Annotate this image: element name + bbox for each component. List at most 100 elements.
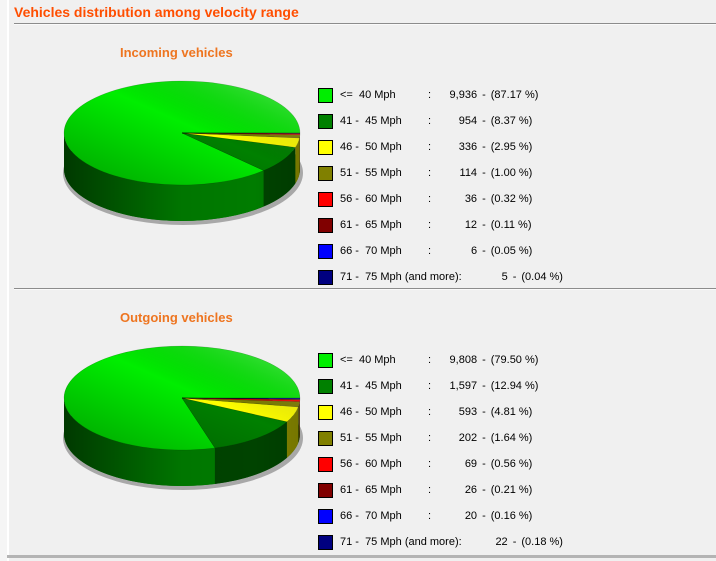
legend-item: 46 - 50 Mph : 593 - (4.81 %) (318, 399, 708, 425)
legend-separator-colon: : (428, 458, 432, 470)
legend-count: 9,808 (449, 354, 478, 366)
legend-range-label: 41 - 45 Mph (340, 380, 402, 392)
legend-color-swatch (318, 456, 333, 472)
legend-separator-colon: : (428, 193, 432, 205)
legend-count: 9,936 (449, 89, 478, 101)
legend-separator-dash: - (482, 115, 486, 127)
legend-count: 5 (501, 271, 508, 283)
legend-separator-colon: : (428, 510, 432, 522)
page-title: Vehicles distribution among velocity ran… (14, 4, 299, 20)
legend-percent: (2.95 %) (490, 141, 533, 153)
legend-percent: (8.37 %) (490, 115, 533, 127)
legend-item: 66 - 70 Mph : 20 - (0.16 %) (318, 503, 708, 529)
chart-title-outgoing: Outgoing vehicles (120, 310, 233, 325)
legend-incoming: <= 40 Mph : 9,936 - (87.17 %) 41 - 45 Mp… (318, 82, 708, 290)
legend-percent: (0.04 %) (521, 271, 563, 283)
legend-range-label: 71 - 75 Mph (and more) (340, 271, 459, 283)
legend-count: 22 (495, 536, 508, 548)
legend-color-swatch (318, 378, 333, 394)
legend-separator-dash: - (482, 458, 486, 470)
legend-count: 114 (459, 167, 478, 179)
legend-separator-dash: - (482, 245, 486, 257)
legend-color-swatch (318, 430, 333, 446)
legend-item: 61 - 65 Mph : 26 - (0.21 %) (318, 477, 708, 503)
legend-separator-colon: : (428, 141, 432, 153)
legend-count: 593 (458, 406, 478, 418)
legend-item: 61 - 65 Mph : 12 - (0.11 %) (318, 212, 708, 238)
legend-item: 46 - 50 Mph : 336 - (2.95 %) (318, 134, 708, 160)
legend-color-swatch (318, 482, 333, 498)
legend-percent: (0.32 %) (490, 193, 533, 205)
legend-percent: (1.64 %) (490, 432, 533, 444)
section-divider (14, 288, 716, 290)
legend-percent: (4.81 %) (490, 406, 533, 418)
legend-count: 202 (458, 432, 478, 444)
legend-range-label: 66 - 70 Mph (340, 510, 402, 522)
legend-color-swatch (318, 269, 333, 285)
legend-range-label: 46 - 50 Mph (340, 406, 402, 418)
chart-title-incoming: Incoming vehicles (120, 45, 233, 60)
legend-separator-colon: : (428, 245, 432, 257)
left-margin-strip (0, 0, 7, 561)
legend-separator-dash: - (482, 354, 486, 366)
legend-separator-colon: : (458, 271, 462, 283)
legend-percent: (79.50 %) (490, 354, 539, 366)
legend-separator-dash: - (482, 510, 486, 522)
legend-color-swatch (318, 191, 333, 207)
legend-separator-dash: - (482, 380, 486, 392)
legend-separator-colon: : (428, 406, 432, 418)
legend-count: 36 (464, 193, 478, 205)
legend-count: 6 (470, 245, 478, 257)
legend-item: 41 - 45 Mph : 954 - (8.37 %) (318, 108, 708, 134)
legend-item: 71 - 75 Mph (and more) : 22 - (0.18 %) (318, 529, 708, 555)
legend-separator-colon: : (428, 115, 432, 127)
legend-color-swatch (318, 243, 333, 259)
legend-range-label: 56 - 60 Mph (340, 193, 402, 205)
legend-percent: (0.16 %) (490, 510, 533, 522)
pie-chart-incoming (63, 80, 303, 225)
legend-percent: (12.94 %) (490, 380, 539, 392)
legend-range-label: 41 - 45 Mph (340, 115, 402, 127)
legend-item: <= 40 Mph : 9,936 - (87.17 %) (318, 82, 708, 108)
legend-separator-colon: : (428, 432, 432, 444)
legend-color-swatch (318, 139, 333, 155)
legend-outgoing: <= 40 Mph : 9,808 - (79.50 %) 41 - 45 Mp… (318, 347, 708, 555)
legend-count: 12 (464, 219, 478, 231)
legend-color-swatch (318, 165, 333, 181)
legend-item: 56 - 60 Mph : 36 - (0.32 %) (318, 186, 708, 212)
legend-range-label: 56 - 60 Mph (340, 458, 402, 470)
legend-separator-colon: : (428, 167, 432, 179)
legend-percent: (87.17 %) (490, 89, 539, 101)
legend-color-swatch (318, 508, 333, 524)
legend-percent: (0.56 %) (490, 458, 533, 470)
legend-separator-dash: - (482, 193, 486, 205)
legend-range-label: 46 - 50 Mph (340, 141, 402, 153)
legend-color-swatch (318, 87, 333, 103)
legend-item: 51 - 55 Mph : 114 - (1.00 %) (318, 160, 708, 186)
legend-range-label: 66 - 70 Mph (340, 245, 402, 257)
title-divider (14, 23, 716, 25)
legend-item: 51 - 55 Mph : 202 - (1.64 %) (318, 425, 708, 451)
legend-percent: (0.21 %) (490, 484, 533, 496)
legend-separator-colon: : (428, 219, 432, 231)
legend-range-label: 51 - 55 Mph (340, 432, 402, 444)
legend-percent: (0.05 %) (490, 245, 533, 257)
legend-percent: (0.18 %) (521, 536, 563, 548)
legend-count: 954 (458, 115, 478, 127)
legend-item: 56 - 60 Mph : 69 - (0.56 %) (318, 451, 708, 477)
legend-separator-colon: : (428, 89, 432, 101)
legend-color-swatch (318, 404, 333, 420)
left-divider-line (7, 0, 9, 561)
legend-separator-colon: : (428, 380, 432, 392)
legend-separator-dash: - (512, 536, 517, 548)
bottom-divider (7, 555, 716, 558)
legend-range-label: 51 - 55 Mph (340, 167, 402, 179)
legend-separator-dash: - (482, 89, 486, 101)
legend-separator-dash: - (482, 219, 486, 231)
legend-range-label: <= 40 Mph (340, 354, 396, 366)
legend-item: <= 40 Mph : 9,808 - (79.50 %) (318, 347, 708, 373)
legend-separator-colon: : (428, 354, 432, 366)
legend-separator-dash: - (512, 271, 517, 283)
legend-percent: (0.11 %) (490, 219, 532, 231)
